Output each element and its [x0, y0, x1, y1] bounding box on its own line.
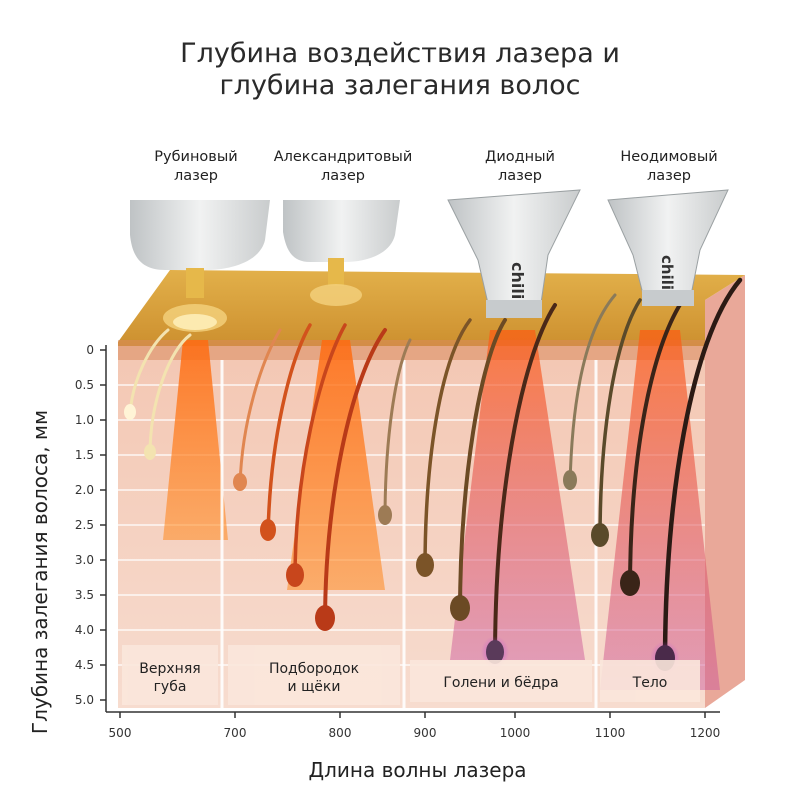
laser-label-diode-line1: Диодный — [484, 149, 555, 165]
zone-body-line1: Тело — [632, 675, 668, 691]
y-axis-label: Глубина залегания волоса, мм — [28, 409, 52, 735]
y-tick: 3.0 — [74, 553, 94, 567]
diode-brand-text: chili — [508, 262, 527, 299]
zone-upper-lip-line1: Верхняя — [139, 661, 201, 677]
hairs — [128, 277, 743, 668]
ruby-handpiece — [130, 200, 270, 332]
x-tick: 900 — [413, 726, 437, 740]
neodymium-handpiece: chili — [607, 189, 729, 306]
zone-upper-lip-line2: губа — [153, 679, 187, 695]
skin-block-side — [705, 275, 745, 708]
x-tick: 1000 — [499, 726, 531, 740]
laser-label-diode: Диодный лазер — [440, 148, 600, 186]
x-tick: 1200 — [689, 726, 721, 740]
epidermis-layer — [118, 340, 705, 360]
zone-label-legs: Голени и бёдра — [410, 674, 592, 692]
x-tick: 500 — [108, 726, 132, 740]
x-tick: 1100 — [594, 726, 626, 740]
laser-label-ruby-line2: лазер — [174, 168, 218, 184]
y-tick: 2.0 — [74, 483, 94, 497]
diagram-title-line1: Глубина воздействия лазера и — [180, 38, 620, 69]
y-tick: 4.0 — [74, 623, 94, 637]
beam-alexandrite — [287, 340, 385, 590]
laser-label-diode-line2: лазер — [498, 168, 542, 184]
diode-handpiece: chili — [447, 189, 581, 318]
beam-ruby — [163, 340, 228, 540]
axes — [100, 345, 720, 718]
laser-label-neodymium-line1: Неодимовый — [620, 149, 718, 165]
y-tick: 4.5 — [74, 658, 94, 672]
alexandrite-handpiece — [283, 200, 400, 306]
zone-label-backgrounds — [122, 645, 700, 705]
x-tick: 800 — [328, 726, 352, 740]
beam-neodymium — [600, 330, 720, 690]
zone-label-upper-lip: Верхняя губа — [122, 660, 218, 696]
laser-label-alexandrite-line1: Александритовый — [273, 149, 413, 165]
laser-label-ruby-line1: Рубиновый — [154, 149, 238, 165]
y-tick: 5.0 — [74, 693, 94, 707]
laser-label-alexandrite: Александритовый лазер — [263, 148, 423, 186]
laser-label-ruby: Рубиновый лазер — [116, 148, 276, 186]
zone-legs-line1: Голени и бёдра — [443, 675, 559, 691]
zone-chin-line1: Подбородок — [268, 661, 360, 677]
y-tick: 2.5 — [74, 518, 94, 532]
laser-label-neodymium-line2: лазер — [647, 168, 691, 184]
diagram-title-line2: глубина залегания волос — [219, 70, 581, 101]
zone-chin-line2: и щёки — [287, 679, 341, 695]
x-axis-label: Длина волны лазера — [308, 758, 527, 782]
zone-label-body: Тело — [600, 674, 700, 692]
y-tick: 0.5 — [74, 378, 94, 392]
y-tick: 1.0 — [74, 413, 94, 427]
laser-label-alexandrite-line2: лазер — [321, 168, 365, 184]
x-tick: 700 — [223, 726, 247, 740]
y-tick: 3.5 — [74, 588, 94, 602]
zone-label-chin-cheeks: Подбородок и щёки — [228, 660, 400, 696]
beam-diode — [450, 330, 585, 660]
laser-label-neodymium: Неодимовый лазер — [589, 148, 749, 186]
neodymium-brand-text: chili — [658, 255, 676, 290]
y-tick: 0 — [86, 343, 94, 357]
y-tick: 1.5 — [74, 448, 94, 462]
